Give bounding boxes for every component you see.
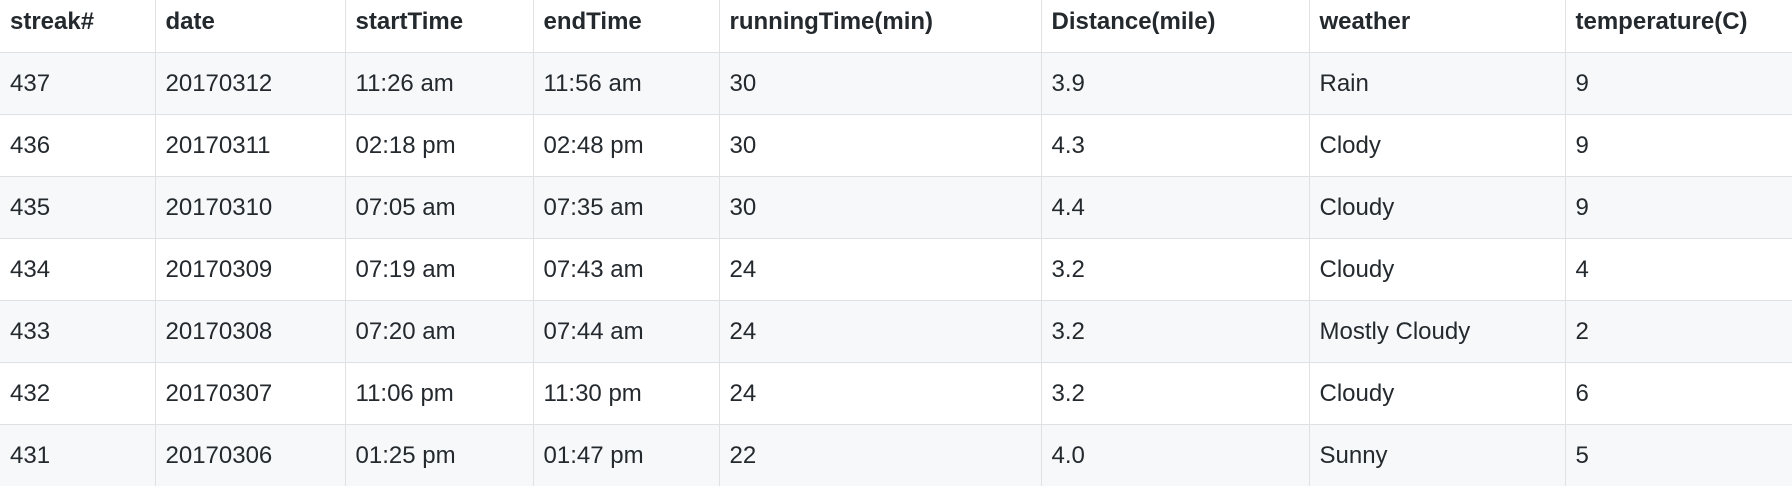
table-body: 437 20170312 11:26 am 11:56 am 30 3.9 Ra… <box>0 52 1792 486</box>
cell-running-time: 24 <box>718 300 1042 363</box>
cell-temperature: 9 <box>1564 176 1792 239</box>
cell-streak: 431 <box>0 424 156 486</box>
cell-streak: 432 <box>0 362 156 425</box>
cell-running-time: 22 <box>718 424 1042 486</box>
cell-end-time: 02:48 pm <box>532 114 720 177</box>
cell-end-time: 11:30 pm <box>532 362 720 425</box>
cell-running-time: 24 <box>718 238 1042 301</box>
cell-weather: Cloudy <box>1308 238 1566 301</box>
cell-temperature: 9 <box>1564 114 1792 177</box>
cell-distance: 4.0 <box>1040 424 1310 486</box>
column-header-weather: weather <box>1308 0 1566 53</box>
column-header-distance: Distance(mile) <box>1040 0 1310 53</box>
cell-distance: 4.3 <box>1040 114 1310 177</box>
cell-distance: 3.2 <box>1040 362 1310 425</box>
cell-running-time: 24 <box>718 362 1042 425</box>
cell-distance: 4.4 <box>1040 176 1310 239</box>
cell-date: 20170309 <box>154 238 346 301</box>
cell-weather: Clody <box>1308 114 1566 177</box>
cell-temperature: 6 <box>1564 362 1792 425</box>
cell-end-time: 11:56 am <box>532 52 720 115</box>
cell-date: 20170310 <box>154 176 346 239</box>
cell-date: 20170312 <box>154 52 346 115</box>
table-row: 436 20170311 02:18 pm 02:48 pm 30 4.3 Cl… <box>0 114 1792 177</box>
column-header-streak: streak# <box>0 0 156 53</box>
cell-streak: 436 <box>0 114 156 177</box>
cell-date: 20170306 <box>154 424 346 486</box>
cell-temperature: 9 <box>1564 52 1792 115</box>
column-header-date: date <box>154 0 346 53</box>
column-header-end-time: endTime <box>532 0 720 53</box>
cell-weather: Sunny <box>1308 424 1566 486</box>
cell-end-time: 07:35 am <box>532 176 720 239</box>
cell-start-time: 07:20 am <box>344 300 534 363</box>
column-header-temperature: temperature(C) <box>1564 0 1792 53</box>
table-row: 437 20170312 11:26 am 11:56 am 30 3.9 Ra… <box>0 52 1792 115</box>
column-header-running-time: runningTime(min) <box>718 0 1042 53</box>
column-header-start-time: startTime <box>344 0 534 53</box>
table-row: 431 20170306 01:25 pm 01:47 pm 22 4.0 Su… <box>0 424 1792 486</box>
cell-running-time: 30 <box>718 176 1042 239</box>
cell-date: 20170308 <box>154 300 346 363</box>
cell-streak: 433 <box>0 300 156 363</box>
cell-weather: Cloudy <box>1308 176 1566 239</box>
cell-start-time: 01:25 pm <box>344 424 534 486</box>
cell-streak: 435 <box>0 176 156 239</box>
cell-start-time: 07:19 am <box>344 238 534 301</box>
table-row: 434 20170309 07:19 am 07:43 am 24 3.2 Cl… <box>0 238 1792 301</box>
cell-temperature: 2 <box>1564 300 1792 363</box>
cell-distance: 3.2 <box>1040 300 1310 363</box>
table-row: 432 20170307 11:06 pm 11:30 pm 24 3.2 Cl… <box>0 362 1792 425</box>
cell-end-time: 07:44 am <box>532 300 720 363</box>
cell-end-time: 01:47 pm <box>532 424 720 486</box>
cell-date: 20170307 <box>154 362 346 425</box>
cell-start-time: 02:18 pm <box>344 114 534 177</box>
cell-streak: 437 <box>0 52 156 115</box>
cell-weather: Mostly Cloudy <box>1308 300 1566 363</box>
cell-running-time: 30 <box>718 52 1042 115</box>
cell-start-time: 11:06 pm <box>344 362 534 425</box>
table-header-row: streak# date startTime endTime runningTi… <box>0 0 1792 53</box>
cell-running-time: 30 <box>718 114 1042 177</box>
cell-streak: 434 <box>0 238 156 301</box>
cell-date: 20170311 <box>154 114 346 177</box>
cell-start-time: 11:26 am <box>344 52 534 115</box>
cell-distance: 3.2 <box>1040 238 1310 301</box>
cell-end-time: 07:43 am <box>532 238 720 301</box>
table-row: 435 20170310 07:05 am 07:35 am 30 4.4 Cl… <box>0 176 1792 239</box>
cell-weather: Rain <box>1308 52 1566 115</box>
cell-weather: Cloudy <box>1308 362 1566 425</box>
cell-distance: 3.9 <box>1040 52 1310 115</box>
table-row: 433 20170308 07:20 am 07:44 am 24 3.2 Mo… <box>0 300 1792 363</box>
cell-start-time: 07:05 am <box>344 176 534 239</box>
cell-temperature: 5 <box>1564 424 1792 486</box>
cell-temperature: 4 <box>1564 238 1792 301</box>
